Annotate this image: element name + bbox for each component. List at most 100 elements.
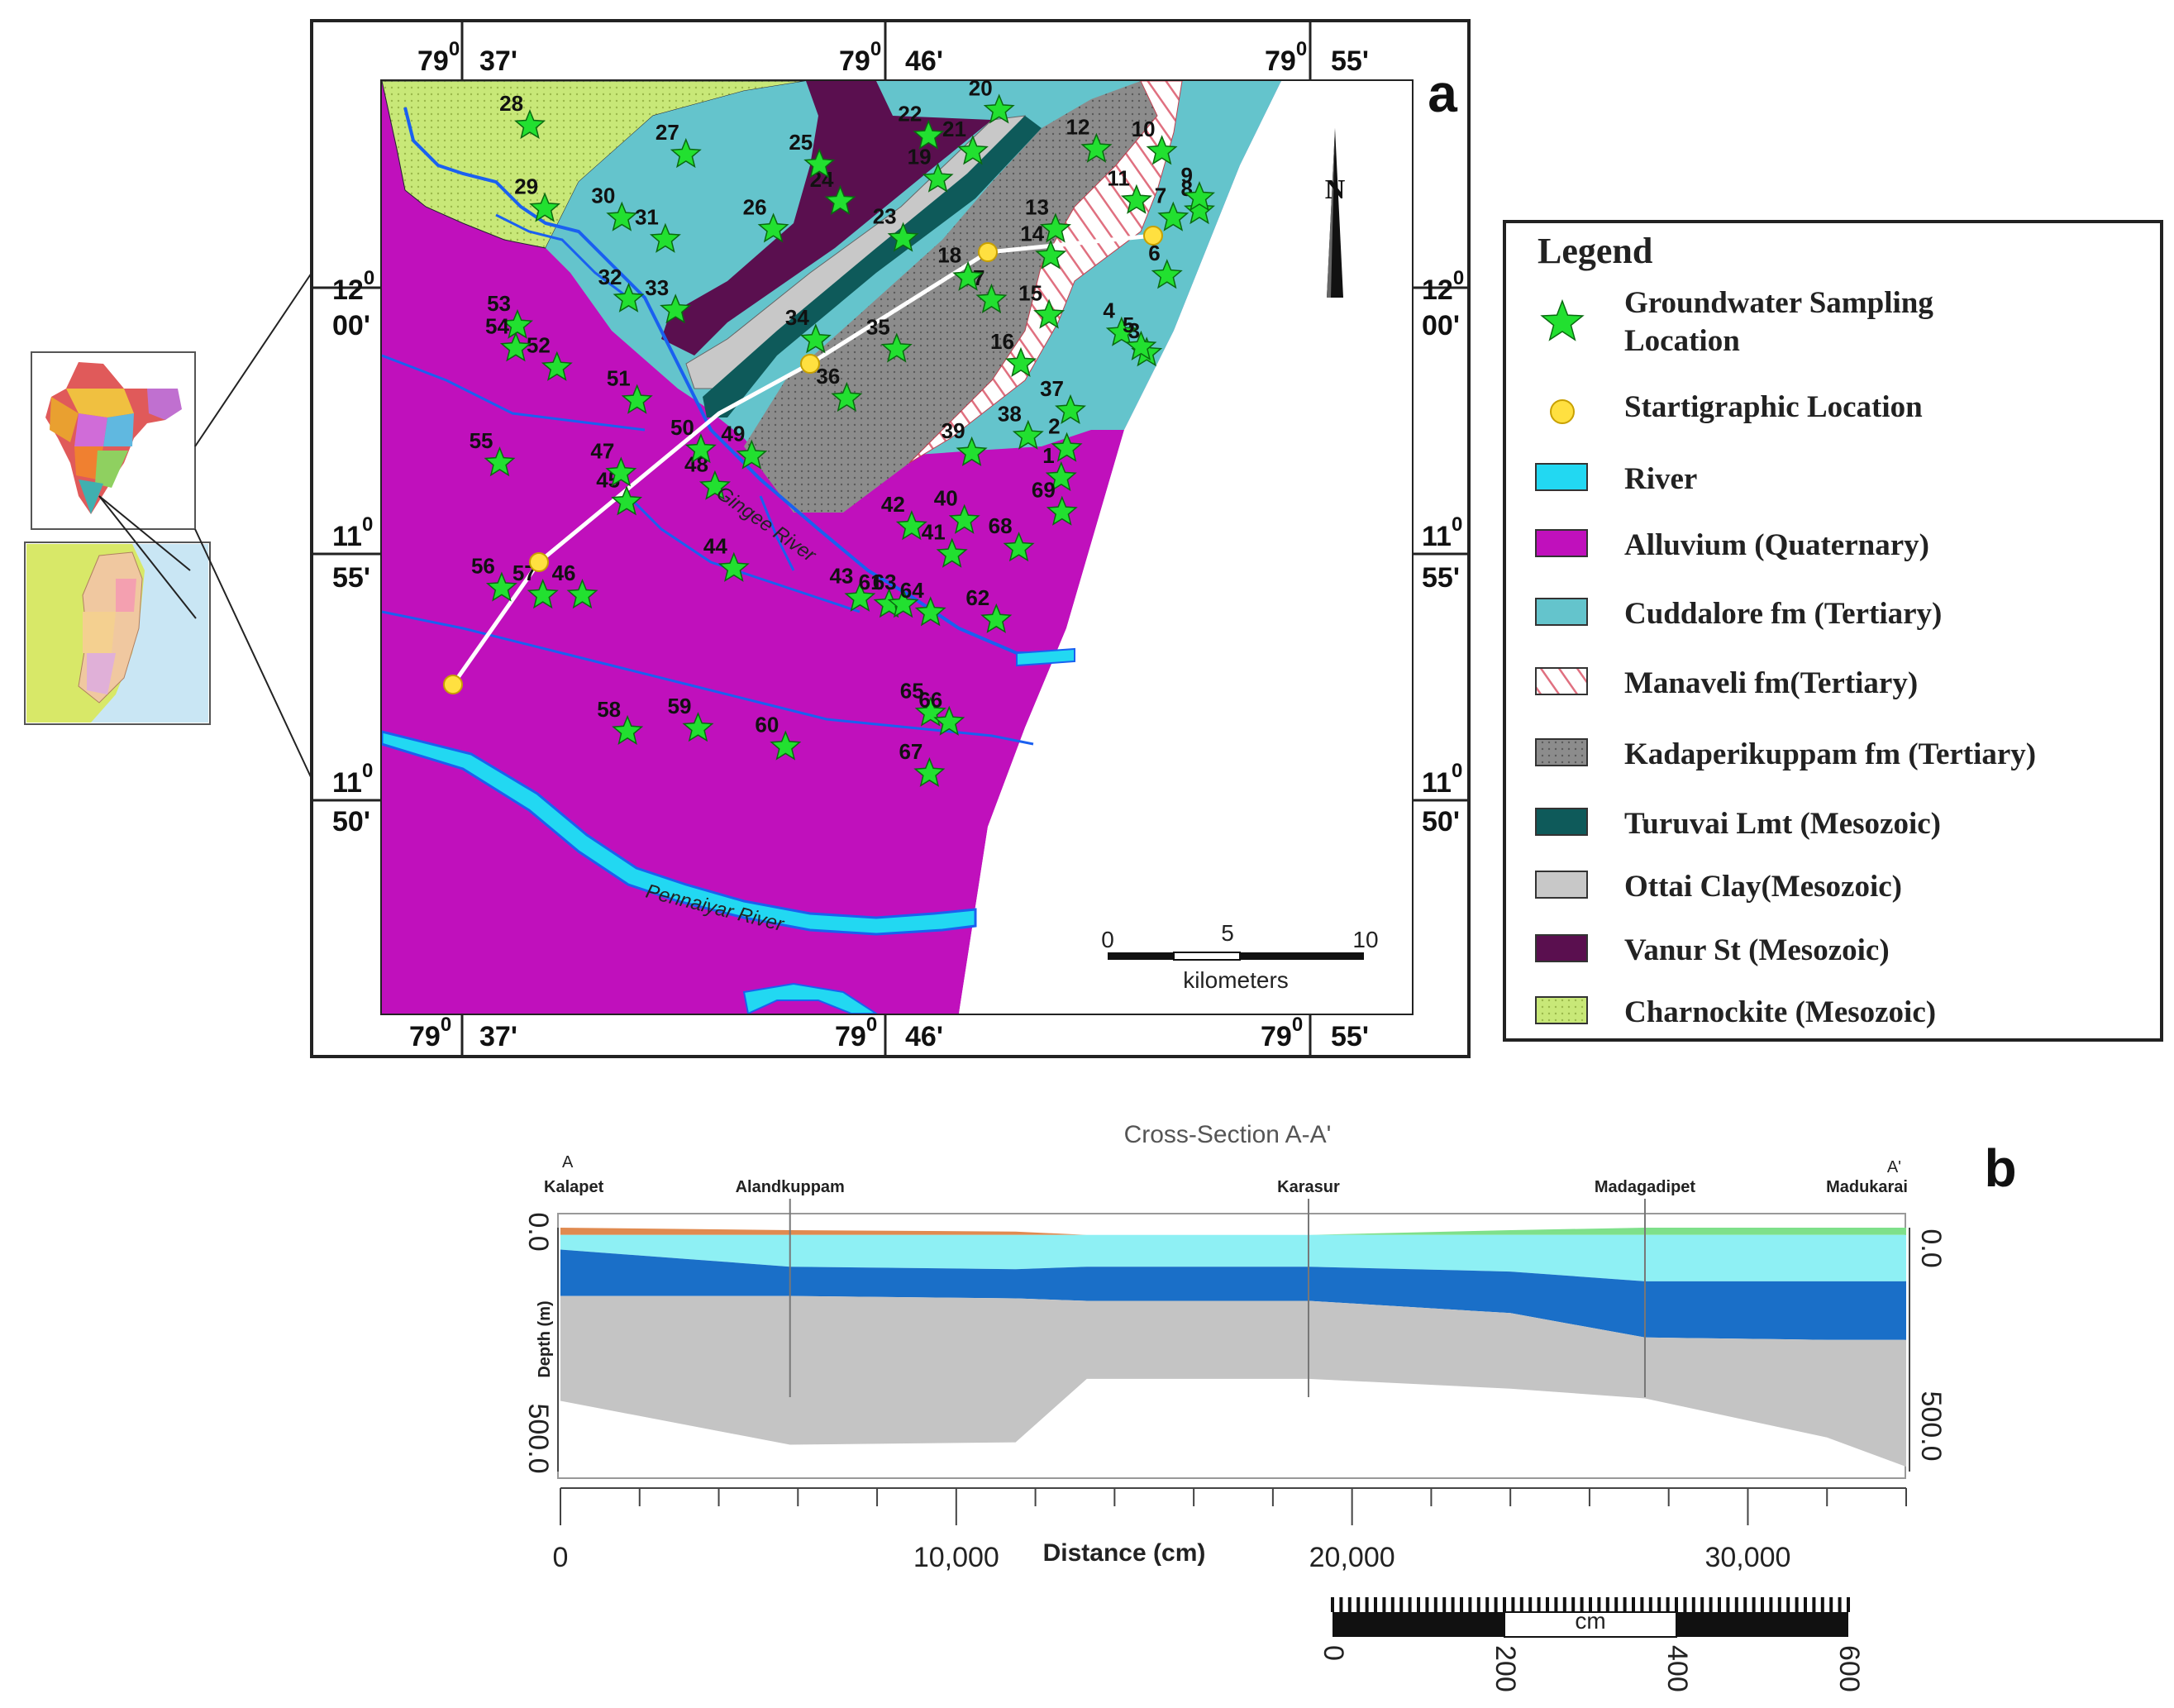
scale-segment: [1333, 1612, 1504, 1637]
sample-point-label: 5: [1123, 312, 1134, 337]
turuvai-unit: [703, 116, 1042, 417]
map-scale-tick: 5: [1221, 920, 1234, 946]
sample-star-marker: [1157, 201, 1190, 231]
sample-star-marker: [913, 756, 946, 787]
legend-swatch: [1535, 738, 1588, 766]
sample-star-marker: [913, 119, 945, 150]
cross-section-place-lines: [789, 1199, 1646, 1397]
sample-star-marker: [485, 571, 517, 602]
sample-point-label: 26: [743, 194, 767, 219]
coord-label: 37': [479, 45, 517, 77]
sample-point-label: 27: [656, 120, 679, 145]
panel-a-label: a: [1428, 64, 1457, 123]
sample-star-marker: [684, 433, 717, 464]
sample-points: 1234567891011121314151617181920212223242…: [470, 75, 1215, 787]
sample-star-marker: [499, 332, 532, 362]
sample-point-label: 49: [721, 421, 745, 446]
cross-section-place-label: Madukarai: [1826, 1178, 1908, 1196]
pennaiyar-river: [382, 730, 977, 936]
y-tick-right: 0.0: [1915, 1229, 1947, 1267]
sample-point-label: 47: [590, 438, 614, 463]
sample-point-label: 21: [942, 117, 966, 141]
sample-star-marker: [799, 323, 832, 354]
legend-label: Cuddalore fm (Tertiary): [1624, 597, 1942, 631]
sample-point-label: 54: [485, 313, 509, 338]
legend-label: Groundwater Sampling: [1624, 286, 1933, 320]
map-scale-tick: 0: [1101, 927, 1114, 952]
sample-star-marker: [922, 162, 954, 193]
x-tick-label: 0: [553, 1542, 569, 1573]
coord-label: 55': [1331, 45, 1369, 77]
top-coordinate-labels: 790 37' 790 46' 790 55': [417, 38, 1369, 77]
section-end-label: A': [1887, 1158, 1901, 1176]
cross-section-place-label: Kalapet: [544, 1178, 604, 1196]
coord-label: 120: [332, 267, 374, 306]
sample-point-label: 18: [937, 243, 961, 268]
sample-star-marker: [1055, 394, 1086, 425]
sample-point-label: 67: [899, 739, 923, 764]
sample-point-label: 6: [1148, 241, 1160, 265]
legend-label: Alluvium (Quaternary): [1624, 528, 1929, 562]
sample-star-marker: [736, 439, 768, 470]
scale-tick-label: 400: [1661, 1645, 1693, 1692]
sample-star-marker: [1012, 419, 1044, 450]
sample-point-label: 33: [645, 275, 669, 300]
sample-star-marker: [831, 381, 863, 413]
legend-swatch: [1535, 871, 1588, 899]
sample-point-label: 53: [487, 291, 511, 316]
sample-star-marker: [1039, 212, 1071, 243]
bottom-coordinate-labels: 790 37' 790 46' 790 55': [409, 1014, 1369, 1052]
sample-star-marker: [1035, 239, 1067, 270]
legend-label: Kadaperikuppam fm (Tertiary): [1624, 737, 2036, 771]
sample-point-label: 25: [789, 130, 813, 155]
y-tick-left: 0.0: [522, 1212, 554, 1251]
manaveli-unit: [908, 81, 1183, 464]
cross-section-places: Kalapet Alandkuppam Karasur Madagadipet Madu…: [544, 1178, 1908, 1196]
sample-star-marker: [803, 148, 836, 179]
sample-star-marker: [541, 351, 573, 381]
legend-swatch: [1535, 598, 1588, 626]
sample-star-marker: [612, 714, 644, 746]
sample-star-marker: [933, 705, 965, 736]
sample-star-marker: [980, 603, 1013, 633]
sample-star-marker: [529, 192, 561, 222]
sample-point-label: 41: [922, 520, 946, 545]
legend-label: River: [1624, 462, 1697, 496]
legend-title: Legend: [1538, 231, 1652, 271]
legend-swatch: [1535, 529, 1588, 557]
sample-star-marker: [1046, 495, 1078, 526]
coord-label: 110: [1422, 513, 1462, 552]
map-scale-unit: kilometers: [1183, 967, 1289, 993]
stratigraphic-locations: [443, 226, 1163, 694]
legend-swatch: [1535, 463, 1588, 491]
sample-star-marker: [1004, 346, 1037, 377]
x-axis-label: Distance (cm): [1043, 1539, 1206, 1567]
strat-location-marker: [978, 242, 998, 262]
cross-section-place-label: Karasur: [1277, 1178, 1340, 1196]
coord-label: 120: [1422, 267, 1464, 306]
sample-point-label: 15: [1018, 280, 1042, 305]
panel-b-cross-section: b Cross-Section A-A' A A' Kalapet Alandku…: [522, 1121, 2017, 1692]
sample-point-label: 7: [1155, 184, 1166, 208]
sample-star-marker: [757, 212, 789, 243]
coord-label: 790: [1261, 1014, 1303, 1052]
sample-star-marker: [1051, 432, 1083, 462]
sample-point-label: 20: [969, 75, 993, 100]
sample-point-label: 69: [1032, 478, 1056, 503]
legend-swatch: [1535, 996, 1588, 1024]
scale-tick-label: 0: [1318, 1645, 1349, 1661]
scale-tick-label: 600: [1833, 1645, 1865, 1692]
inset-connector-lines: [98, 272, 312, 780]
legend-box: Legend Groundwater Sampling Location Start…: [1503, 220, 2163, 1042]
sample-point-label: 39: [942, 418, 965, 443]
sample-point-label: 23: [873, 203, 897, 228]
coord-label: 790: [417, 38, 460, 77]
sample-point-label: 29: [514, 174, 538, 198]
coord-label: 55': [1422, 562, 1460, 594]
y-tick-left: 500.0: [522, 1403, 554, 1473]
sample-star-marker: [914, 596, 946, 627]
sample-star-marker: [605, 456, 637, 487]
sample-point-label: 22: [898, 102, 922, 126]
x-tick-label: 20,000: [1309, 1542, 1395, 1573]
